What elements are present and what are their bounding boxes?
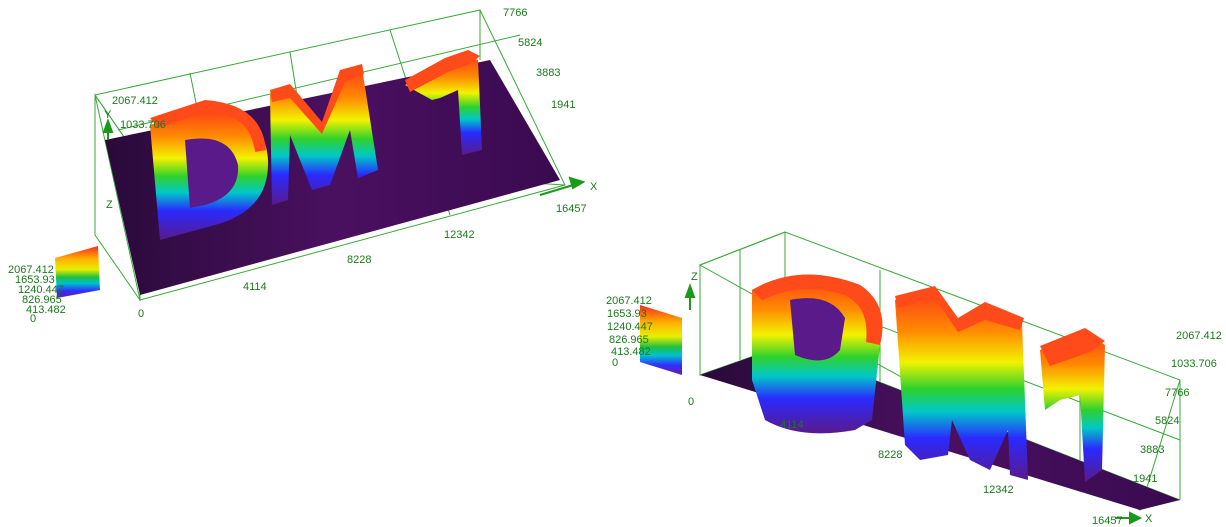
plot-2-x-tick-1: 4114 <box>780 419 804 431</box>
plot-1-colorbar: 2067.412 1653.93 1240.447 826.965 413.48… <box>8 246 100 325</box>
plot-2: X Z 0 4114 8228 12342 16457 1941 3883 58… <box>606 231 1222 527</box>
plot-1-z-tick-1: 2067.412 <box>112 95 158 107</box>
plot-1-x-tick-2: 8228 <box>347 254 371 266</box>
plot-2-cb-label-4: 413.482 <box>611 346 651 358</box>
plot-2-surface-letters <box>752 274 1105 482</box>
plot-1-colorbar-swatch <box>55 246 100 298</box>
plot-1-surface-letters <box>150 50 482 240</box>
plot-2-z-axis-label: Z <box>691 271 698 283</box>
plot-1-x-tick-4: 16457 <box>556 203 587 215</box>
plot-2-y-tick-1: 3883 <box>1140 444 1164 456</box>
plot-1-y-tick-3: 7766 <box>503 7 527 19</box>
plot-2-axis-arrows <box>684 283 1143 525</box>
plot-1-cb-label-1: 1653.93 <box>15 274 55 286</box>
plot-1-z-axis-label: Z <box>106 199 113 211</box>
plot-1-cb-label-2: 1240.447 <box>18 284 64 296</box>
plot-1-cb-label-4: 413.482 <box>26 304 66 316</box>
plot-2-cb-label-2: 1240.447 <box>607 321 653 333</box>
plot-2-x-tick-3: 12342 <box>983 484 1014 496</box>
plot-2-x-tick-0: 0 <box>688 396 694 408</box>
plot-2-colorbar: 2067.412 1653.93 1240.447 826.965 413.48… <box>606 295 682 375</box>
plot-2-x-axis-label: X <box>1145 513 1153 525</box>
plot-2-z-tick-0: 1033.706 <box>1171 358 1217 370</box>
plot-2-colorbar-swatch <box>640 305 682 375</box>
plot-2-cb-label-0: 2067.412 <box>606 295 652 307</box>
plot-2-cb-label-3: 826.965 <box>609 334 649 346</box>
plot-2-cb-label-5: 0 <box>612 357 618 369</box>
plot-1: X Y Z 0 4114 8228 12342 16457 1941 3883 … <box>8 7 598 325</box>
plot-1-y-tick-2: 5824 <box>518 37 542 49</box>
plot-1-x-tick-3: 12342 <box>444 229 475 241</box>
plot-2-cb-label-1: 1653.93 <box>607 308 647 320</box>
plot-1-y-tick-0: 1941 <box>551 99 575 111</box>
plot-1-cb-label-0: 2067.412 <box>8 264 54 276</box>
plot-2-x-tick-4: 16457 <box>1092 515 1123 527</box>
plot-2-y-tick-2: 5824 <box>1155 415 1179 427</box>
plot-1-x-axis-label: X <box>590 181 598 193</box>
plot-1-y-tick-1: 3883 <box>536 67 560 79</box>
plot-2-y-tick-0: 1941 <box>1133 473 1157 485</box>
plot-1-x-tick-0: 0 <box>138 308 144 320</box>
plot-2-z-tick-1: 2067.412 <box>1176 330 1222 342</box>
plot-1-x-tick-1: 4114 <box>243 281 267 293</box>
plot-2-x-tick-2: 8228 <box>878 449 902 461</box>
plot-2-y-tick-3: 7766 <box>1165 387 1189 399</box>
plot-1-cb-label-3: 826.965 <box>22 294 62 306</box>
plot-1-z-tick-0: 1033.706 <box>120 119 166 131</box>
plot-1-axis-arrows <box>102 118 586 196</box>
plot-1-cb-label-5: 0 <box>30 313 36 325</box>
plot-1-y-axis-label: Y <box>104 109 112 121</box>
